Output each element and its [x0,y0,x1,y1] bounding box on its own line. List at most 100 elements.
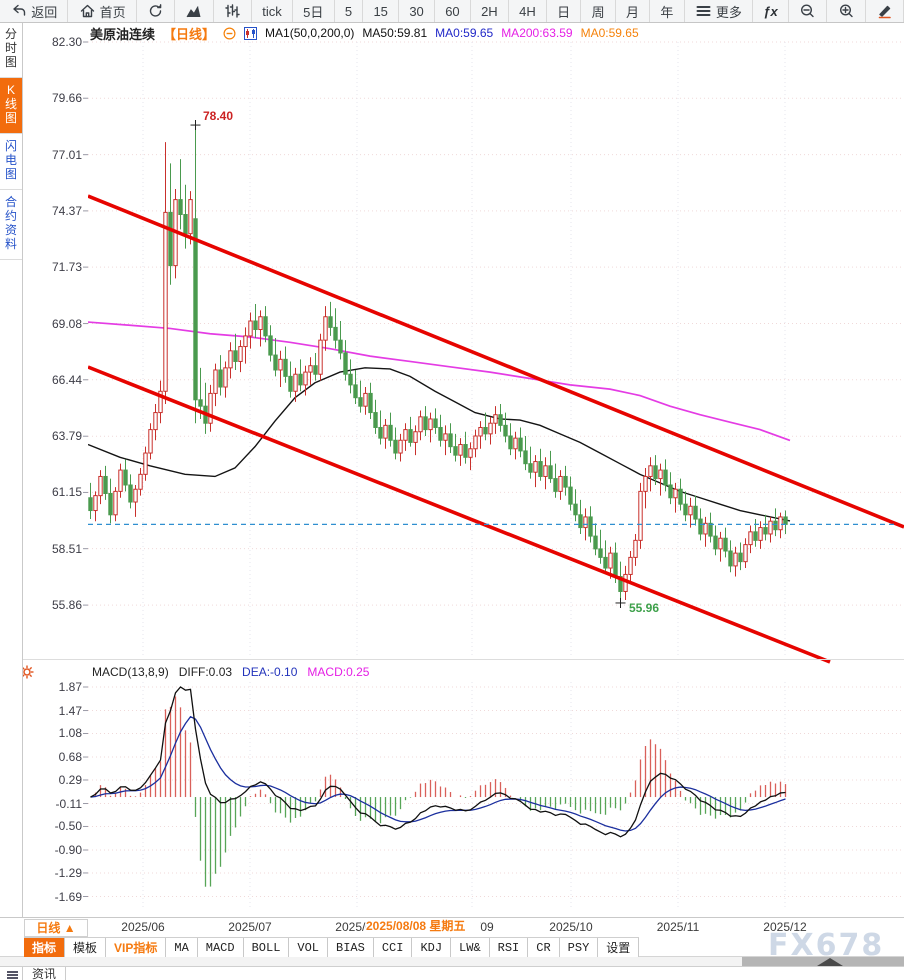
toolbar-button-15[interactable]: 15 [363,0,400,22]
toolbar-button-zoom-out[interactable] [789,0,828,22]
toolbar-button-zoom-in[interactable] [827,0,866,22]
sidebar-item-label: 合约资料 [4,195,17,251]
toolbar-button-label: 首页 [99,4,126,20]
macd-axis-tick: 1.87 [58,680,82,694]
toolbar-button-label: 2H [481,3,498,19]
tab-vol[interactable]: VOL [289,938,329,957]
price-axis-tick: 71.73 [51,260,82,275]
price-axis-tick: 74.37 [51,203,82,218]
period-selector-button[interactable]: 日线 ▲ [24,919,88,937]
symbol-name: 美原油连续 [90,26,156,42]
tab-boll[interactable]: BOLL [244,938,290,957]
toolbar-button-2h[interactable]: 2H [471,0,509,22]
toolbar-button-label: 4H [519,3,536,19]
tab-rsi[interactable]: RSI [490,938,529,957]
xaxis-divider [0,917,904,918]
menu-icon [695,3,712,19]
zoom-in-icon [838,3,855,19]
sidebar-item-label: 分时图 [4,27,17,69]
toolbar-button-60[interactable]: 60 [435,0,471,22]
toolbar-button-day[interactable]: 日 [547,0,582,22]
toolbar-button-label: 年 [660,4,674,20]
toolbar-button-label: tick [262,3,282,19]
collapse-indicator-icon[interactable] [223,26,236,40]
bottom-status-row [0,966,904,980]
ma-config-label: MA1(50,0,200,0) [265,26,355,40]
sidebar-item-contract-info[interactable]: 合约资料 [0,190,22,260]
tab-bias[interactable]: BIAS [328,938,374,957]
back-arrow-icon [10,3,27,19]
chart-header: 美原油连续 【日线】 MA1(50,0,200,0) MA50:59.81 MA… [90,25,639,42]
scrollbar-arrow-icon[interactable] [817,958,843,966]
tab-indicators[interactable]: 指标 [24,938,66,957]
ma0-orange-value: MA0:59.65 [580,26,639,40]
sidebar-item-label: K线图 [4,83,17,125]
toolbar-button-more[interactable]: 更多 [685,0,754,22]
toolbar-button-label: 周 [591,4,605,20]
price-axis-tick: 61.15 [51,485,82,500]
price-chart-canvas[interactable] [88,32,904,658]
pane-divider [0,659,904,660]
toolbar-button-week[interactable]: 周 [581,0,616,22]
toolbar-button-label: 日 [557,4,571,20]
toolbar-button-home[interactable]: 首页 [68,0,137,22]
tab-templates[interactable]: 模板 [65,938,107,957]
home-icon [79,3,96,19]
pencil-icon [876,3,893,19]
kline-mini-icon [244,26,258,40]
toolbar-button-year[interactable]: 年 [650,0,685,22]
tab-settings[interactable]: 设置 [598,938,640,957]
tab-ma[interactable]: MA [166,938,198,957]
toolbar-button-4h[interactable]: 4H [509,0,547,22]
ma0-blue-value: MA0:59.65 [435,26,494,40]
tab-vip-indicators[interactable]: VIP指标 [106,938,167,957]
toolbar-button-label: 月 [625,4,639,20]
macd-axis-tick: 0.29 [58,772,82,787]
sidebar-item-kline-chart[interactable]: K线图 [0,78,22,134]
date-axis-label: 2025/12 [763,920,807,934]
price-axis-tick: 63.79 [51,429,82,444]
news-tab[interactable]: 资讯 [22,967,67,980]
ma50-value: MA50:59.81 [362,26,428,40]
toolbar-button-back[interactable]: 返回 [0,0,69,22]
macd-axis-tick: 1.08 [58,726,82,741]
sidebar-item-flash-chart[interactable]: 闪电图 [0,134,22,190]
toolbar-button-label: 60 [445,3,460,19]
zoom-out-icon [799,3,816,19]
price-axis-tick: 58.51 [51,541,82,556]
toolbar-button-30[interactable]: 30 [399,0,435,22]
tab-kdj[interactable]: KDJ [412,938,452,957]
toolbar-button-5[interactable]: 5 [335,0,364,22]
horizontal-scrollbar-track[interactable] [0,957,904,966]
news-menu-icon[interactable] [7,971,18,979]
toolbar-button-tick[interactable]: tick [252,0,293,22]
price-axis-tick: 77.01 [51,147,82,162]
ma200-value: MA200:63.59 [501,26,573,40]
toolbar-button-label: 30 [409,3,424,19]
candle-chart-icon [224,3,241,19]
toolbar-button-fx[interactable]: ƒx [753,0,789,22]
tab-macd[interactable]: MACD [198,938,244,957]
toolbar-button-month[interactable]: 月 [616,0,651,22]
macd-axis-tick: -0.50 [54,819,82,834]
sidebar-item-time-chart[interactable]: 分时图 [0,22,22,78]
macd-axis-tick: -1.69 [54,889,82,904]
toolbar-button-candle-chart[interactable] [214,0,253,22]
tab-lw[interactable]: LW& [451,938,490,957]
tab-psy[interactable]: PSY [560,938,599,957]
toolbar-button-label: 更多 [715,4,742,20]
toolbar-button-5d[interactable]: 5日 [293,0,335,22]
macd-chart-canvas[interactable] [88,682,904,910]
toolbar-button-label: 5 [344,3,353,19]
crosshair-date-tooltip: 2025/08/08 星期五 [366,918,480,935]
price-axis-tick: 82.30 [51,35,82,49]
toolbar-button-draw[interactable] [866,0,904,22]
toolbar-button-area-chart[interactable] [175,0,214,22]
area-chart-icon [185,3,202,19]
tab-cr[interactable]: CR [528,938,560,957]
toolbar-button-refresh[interactable] [137,0,176,22]
high-price-marker: 78.40 [203,109,234,123]
price-axis-tick: 69.08 [51,316,82,331]
macd-axis-tick: -1.29 [54,865,82,880]
tab-cci[interactable]: CCI [374,938,413,957]
